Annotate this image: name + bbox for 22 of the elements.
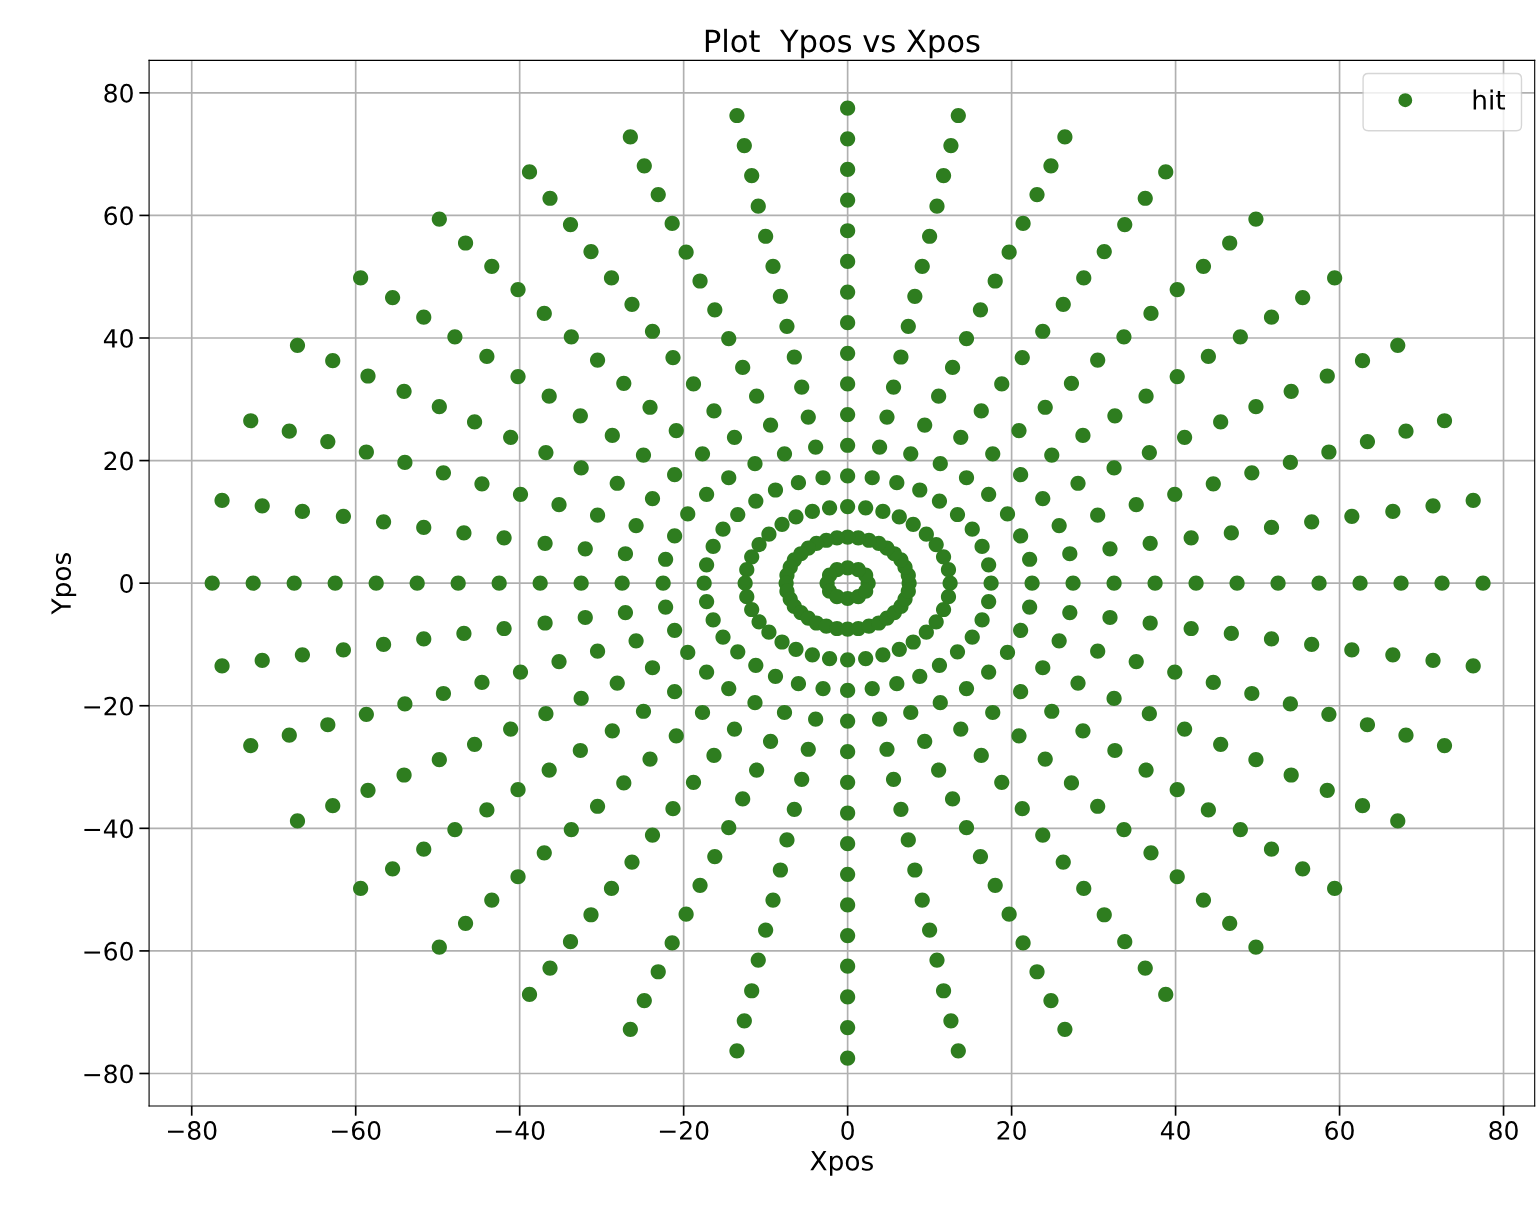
y-axis-title: Ypos xyxy=(51,553,77,615)
y-tick-label: 40 xyxy=(103,328,133,348)
legend-label: hit xyxy=(1473,89,1506,110)
x-tick-label: 40 xyxy=(1160,1121,1190,1140)
y-tick-label: 20 xyxy=(104,451,133,471)
x-tick-label: −80 xyxy=(167,1121,217,1140)
y-tick-label: −80 xyxy=(84,1064,133,1084)
y-tick-label: −20 xyxy=(84,696,133,716)
y-tick-label: −60 xyxy=(84,941,133,961)
y-tick-label: 60 xyxy=(104,206,133,226)
x-tick-label: 20 xyxy=(997,1121,1026,1140)
x-tick-label: 0 xyxy=(841,1121,854,1140)
x-axis-title: Xpos xyxy=(810,1151,873,1176)
x-tick-label: −40 xyxy=(495,1121,545,1140)
x-tick-label: 80 xyxy=(1489,1121,1518,1140)
y-tick-label: 0 xyxy=(120,574,133,594)
x-tick-label: 60 xyxy=(1325,1121,1354,1140)
x-tick-label: −20 xyxy=(659,1121,709,1140)
x-tick-label: −60 xyxy=(331,1121,381,1140)
chart-title: Plot Ypos vs Xpos xyxy=(705,28,980,59)
y-tick-label: −40 xyxy=(84,819,133,839)
y-tick-label: 80 xyxy=(104,83,133,103)
